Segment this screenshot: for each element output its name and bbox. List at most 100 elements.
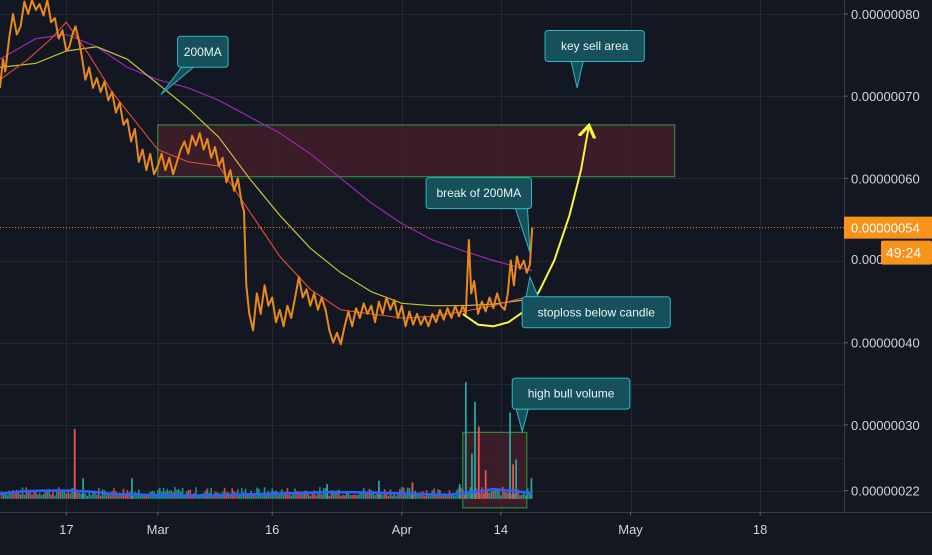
price-axis-panel — [844, 0, 932, 550]
volume-bar — [132, 495, 134, 499]
volume-bar — [503, 491, 506, 499]
callout: high bull volume — [511, 377, 631, 434]
volume-bar — [359, 493, 361, 499]
volume-bar — [195, 487, 197, 499]
volume-bar — [524, 495, 527, 499]
time-tick-label: Mar — [147, 522, 170, 537]
volume-bar — [265, 492, 268, 499]
volume-bar — [488, 492, 491, 499]
current-price-label: 0.00000054 — [851, 221, 920, 236]
volume-bar — [523, 492, 525, 499]
volume-bar — [366, 491, 369, 499]
price-tick-label: 0.00000060 — [851, 171, 920, 186]
callout: 200MA — [160, 35, 229, 95]
volume-bar — [40, 495, 43, 499]
time-axis-panel — [0, 512, 932, 550]
volume-bar — [376, 492, 378, 499]
volume-bar — [86, 495, 89, 499]
volume-bar — [155, 494, 157, 499]
countdown-label: 49:24 — [886, 245, 921, 261]
volume-spike-bar — [515, 459, 518, 499]
volume-spike-bar — [474, 401, 476, 499]
volume-bar — [444, 495, 447, 499]
volume-bar — [441, 495, 443, 499]
volume-bar — [78, 492, 81, 499]
callout-label: stoploss below candle — [538, 305, 656, 319]
volume-bar — [27, 492, 30, 499]
volume-bar — [328, 495, 331, 499]
volume-bar — [101, 489, 104, 499]
volume-bar — [178, 489, 180, 499]
callout: stoploss below candle — [521, 275, 671, 329]
volume-bar — [105, 493, 108, 499]
volume-bar — [347, 491, 350, 499]
volume-spike-bar — [477, 426, 480, 499]
volume-bar — [269, 494, 272, 499]
volume-bar — [143, 495, 146, 499]
callout: key sell area — [544, 30, 645, 89]
volume-bar — [141, 495, 144, 499]
volume-bar — [519, 495, 521, 499]
volume-average-line — [0, 487, 533, 497]
volume-bar — [353, 494, 355, 499]
volume-bar — [183, 495, 186, 499]
volume-bar — [77, 490, 79, 499]
volume-bar — [303, 490, 306, 499]
volume-bar — [229, 494, 232, 499]
volume-bar — [212, 495, 214, 499]
volume-bar — [181, 487, 184, 499]
volume-bar — [8, 490, 10, 499]
key-sell-zone — [157, 124, 676, 178]
volume-bar — [65, 493, 68, 499]
volume-bar — [52, 491, 54, 499]
volume-bar — [292, 492, 294, 499]
volume-bar — [6, 495, 9, 499]
volume-bar — [29, 489, 31, 499]
volume-bar — [48, 489, 51, 499]
callout-box — [425, 177, 533, 210]
volume-bar — [109, 495, 112, 499]
time-tick-label: 14 — [494, 522, 508, 537]
volume-bar — [317, 491, 319, 499]
volume-bar — [298, 491, 300, 499]
volume-spike-bar — [130, 478, 133, 499]
volume-bar — [17, 490, 20, 499]
volume-spike-bar — [471, 453, 473, 499]
volume-bar — [210, 487, 213, 499]
volume-bar — [452, 495, 455, 499]
volume-bar — [69, 493, 71, 499]
volume-spike-bar — [530, 478, 533, 499]
volume-spike-bar — [509, 412, 511, 499]
volume-bar — [340, 495, 342, 499]
volume-bar — [374, 494, 376, 499]
volume-bar — [290, 495, 293, 499]
volume-bar — [147, 495, 150, 499]
volume-bar — [397, 491, 399, 499]
volume-spike-bar — [464, 382, 467, 499]
volume-bar — [486, 489, 489, 499]
volume-bar — [239, 493, 241, 499]
volume-bar — [494, 488, 497, 499]
grid-lines — [0, 0, 844, 512]
volume-bar — [481, 487, 483, 499]
callout-box — [177, 35, 229, 68]
volume-bar — [284, 491, 287, 499]
callout-label: key sell area — [561, 39, 629, 53]
volume-bar — [99, 495, 102, 499]
volume-bar — [370, 490, 373, 499]
time-tick-label: May — [618, 522, 643, 537]
volume-bar — [63, 491, 66, 499]
volume-bar — [387, 495, 390, 499]
volume-bar — [38, 492, 41, 499]
time-tick-label: 17 — [59, 522, 73, 537]
volume-bar — [197, 495, 199, 499]
volume-bar — [246, 495, 249, 499]
callout-label: break of 200MA — [436, 186, 521, 200]
volume-bar — [463, 494, 466, 499]
volume-bar — [259, 493, 262, 499]
volume-bar — [67, 489, 70, 499]
volume-bar — [10, 493, 12, 499]
volume-bar — [355, 494, 357, 499]
volume-bar — [277, 495, 279, 499]
